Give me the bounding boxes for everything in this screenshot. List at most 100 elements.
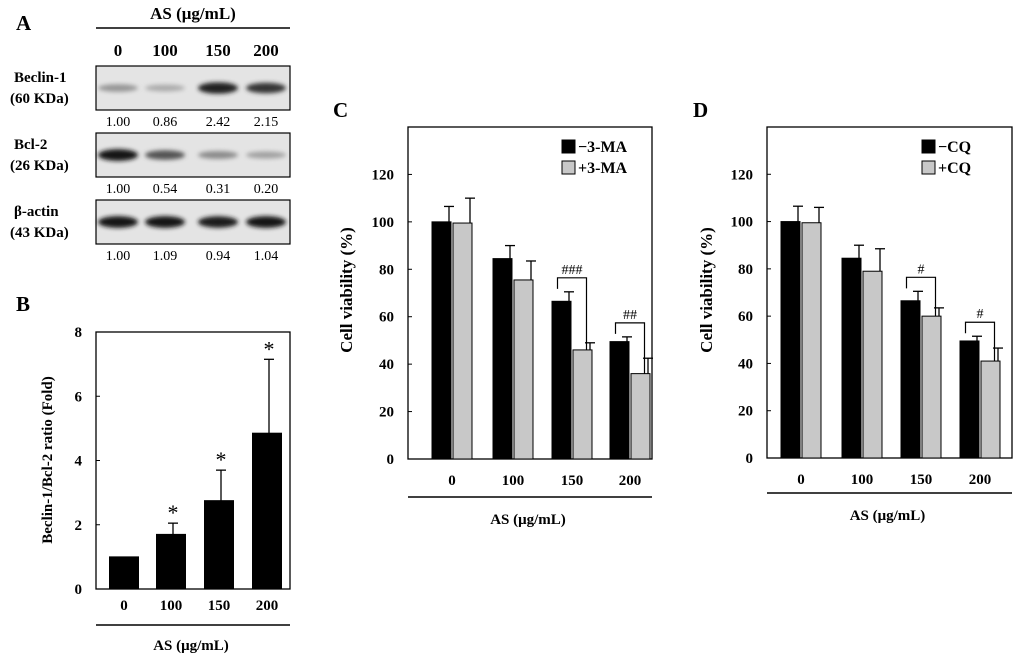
y-axis-label: Cell viability (%) — [337, 227, 356, 353]
legend-swatch — [921, 160, 936, 175]
significance-hash: ## — [623, 308, 637, 323]
bracket-line — [556, 277, 588, 350]
blot-row: Bcl-2 (26 KDa) 1.00 0.54 0.31 0.20 — [10, 132, 291, 197]
significance-star: * — [168, 500, 179, 525]
blot-protein-name: Beclin-1 — [14, 70, 67, 86]
blot-quant-value: 0.31 — [206, 182, 231, 197]
bar — [900, 300, 921, 459]
x-tick-label: 150 — [910, 472, 933, 488]
significance-star: * — [264, 336, 275, 361]
x-axis-label: AS (μg/mL) — [490, 512, 566, 528]
bar — [630, 373, 651, 460]
legend-label: +CQ — [938, 160, 971, 177]
blot-row: β-actin (43 KDa) 1.00 1.09 0.94 1.04 — [10, 199, 291, 264]
bar — [204, 500, 234, 590]
bar — [513, 279, 534, 460]
bracket-line — [905, 276, 937, 317]
bar — [156, 533, 186, 590]
blot-row: Beclin-1 (60 KDa) 1.00 0.86 2.42 2.15 — [10, 65, 291, 130]
x-tick-label: 100 — [160, 598, 183, 614]
x-tick-label: 150 — [208, 598, 231, 614]
blot-lane-label: 0 — [114, 41, 123, 60]
y-axis-label: Beclin-1/Bcl-2 ratio (Fold) — [40, 376, 56, 543]
x-axis-label: AS (μg/mL) — [153, 638, 229, 654]
blot-band — [246, 82, 286, 94]
blot-band — [145, 216, 185, 228]
y-tick-label: 120 — [731, 167, 754, 183]
y-tick-label: 8 — [75, 325, 83, 341]
chart-c: 0 20 40 60 80 100 120 Cell viability (%) 0 100 150… — [337, 126, 653, 528]
significance-bracket: ## — [614, 308, 646, 374]
blot-protein-name: β-actin — [14, 204, 59, 220]
x-tick-label: 0 — [448, 473, 456, 489]
blot-quant-value: 1.09 — [153, 249, 178, 264]
x-tick-label: 200 — [619, 473, 642, 489]
blot-quant-value: 1.00 — [106, 182, 131, 197]
bar — [551, 300, 572, 460]
x-tick-label: 150 — [561, 473, 584, 489]
y-tick-label: 20 — [738, 404, 753, 420]
x-tick-label: 0 — [797, 472, 805, 488]
bar — [572, 349, 593, 460]
y-tick-label: 4 — [75, 454, 83, 470]
blot-band — [246, 151, 286, 159]
bar — [862, 270, 883, 459]
blot-quant-value: 0.54 — [153, 182, 178, 197]
blot-lane-label: 200 — [253, 41, 279, 60]
y-tick-label: 40 — [738, 356, 753, 372]
legend-swatch — [561, 139, 576, 154]
blot-lane-label: 100 — [152, 41, 178, 60]
bar — [980, 360, 1001, 459]
blot-band — [198, 82, 238, 94]
significance-bracket: ### — [556, 263, 588, 350]
x-tick-label: 0 — [120, 598, 128, 614]
blot-quant-value: 0.86 — [153, 115, 178, 130]
blot-band — [198, 216, 238, 228]
blot-header: AS (μg/mL) — [150, 4, 236, 23]
chart-b: 0 2 4 6 8 Beclin-1/Bcl-2 ratio (Fold) 0 100 150 2… — [40, 325, 291, 654]
blot-band — [198, 151, 238, 159]
significance-bracket: # — [905, 262, 937, 317]
blot-protein-kda: (43 KDa) — [10, 225, 69, 241]
y-tick-label: 40 — [379, 357, 394, 373]
panel-label-b: B — [16, 292, 30, 316]
blot-protein-name: Bcl-2 — [14, 137, 47, 153]
blot-band — [98, 216, 138, 228]
chart-d: 0 20 40 60 80 100 120 Cell viability (%) 0 100 150… — [697, 126, 1013, 524]
plot-frame — [766, 126, 1013, 459]
x-axis-label: AS (μg/mL) — [850, 508, 926, 524]
legend-label: −3-MA — [578, 139, 628, 156]
y-tick-label: 20 — [379, 405, 394, 421]
western-blot-panel: AS (μg/mL) 0 100 150 200 Beclin-1 (60 KDa) 1.… — [10, 4, 291, 264]
bar — [252, 432, 282, 590]
blot-lane-label: 150 — [205, 41, 231, 60]
blot-quant-value: 1.04 — [254, 249, 279, 264]
y-tick-label: 100 — [731, 215, 754, 231]
bar — [492, 258, 513, 460]
blot-protein-kda: (26 KDa) — [10, 158, 69, 174]
blot-band — [145, 150, 185, 160]
x-tick-label: 200 — [256, 598, 279, 614]
bar — [431, 221, 452, 460]
bar — [780, 221, 801, 459]
y-axis-label: Cell viability (%) — [697, 227, 716, 353]
significance-star: * — [216, 447, 227, 472]
significance-hash: # — [977, 307, 984, 322]
y-tick-label: 0 — [387, 452, 395, 468]
x-tick-label: 200 — [969, 472, 992, 488]
bar — [841, 257, 862, 459]
blot-band — [98, 84, 138, 92]
y-tick-label: 80 — [738, 262, 753, 278]
blot-quant-value: 1.00 — [106, 249, 131, 264]
blot-quant-value: 0.20 — [254, 182, 279, 197]
legend-label: +3-MA — [578, 160, 628, 177]
blot-band — [98, 149, 138, 161]
bar — [959, 340, 980, 459]
y-tick-label: 6 — [75, 389, 83, 405]
blot-protein-kda: (60 KDa) — [10, 91, 69, 107]
blot-quant-value: 0.94 — [206, 249, 231, 264]
legend-label: −CQ — [938, 139, 971, 156]
x-tick-label: 100 — [502, 473, 525, 489]
y-tick-label: 60 — [738, 309, 753, 325]
